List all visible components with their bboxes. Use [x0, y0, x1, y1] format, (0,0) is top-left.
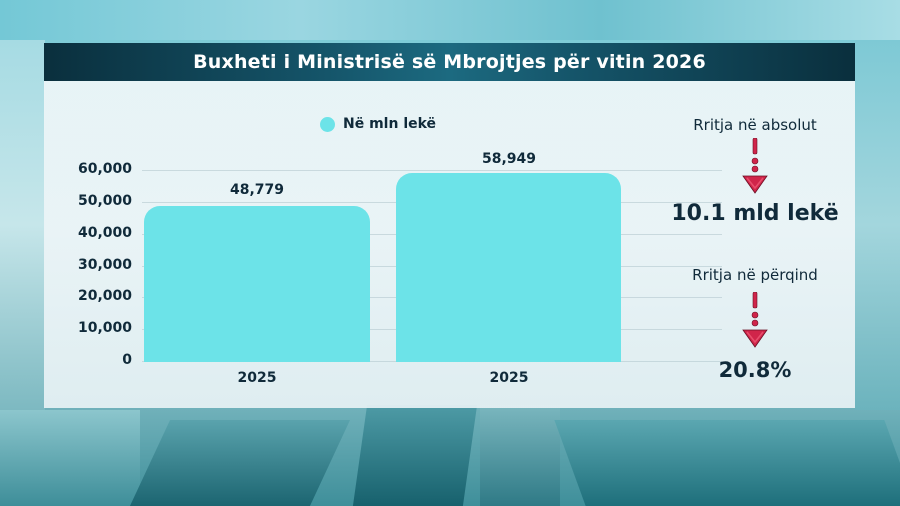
- legend: Në mln lekë: [320, 116, 436, 132]
- y-tick-label: 20,000: [77, 288, 132, 304]
- y-tick-label: 40,000: [77, 225, 132, 241]
- background-block: [129, 420, 351, 506]
- y-tick-label: 0: [122, 352, 132, 368]
- bar-2025-a: [144, 206, 370, 362]
- background-block: [0, 410, 140, 506]
- absolute-growth-label: Rritja në absolut: [693, 116, 817, 134]
- bar-value-label: 58,949: [481, 151, 537, 167]
- x-axis-label: 2025: [237, 370, 277, 386]
- x-axis-label: 2025: [489, 370, 529, 386]
- y-tick-label: 10,000: [77, 320, 132, 336]
- y-tick-label: 60,000: [77, 161, 132, 177]
- background-block: [554, 420, 900, 506]
- down-arrow-icon: [742, 292, 768, 348]
- chart-panel: Në mln lekë 60,000 50,000 40,000 30,000 …: [44, 81, 855, 408]
- legend-label: Në mln lekë: [343, 116, 437, 132]
- down-arrow-icon: [742, 138, 768, 194]
- background-block: [352, 405, 478, 506]
- y-tick-label: 30,000: [77, 257, 132, 273]
- background-panel-left: [0, 40, 45, 410]
- background-panel-right: [855, 40, 900, 410]
- absolute-growth-value: 10.1 mld lekë: [671, 201, 839, 226]
- percent-growth-label: Rritja në përqind: [692, 266, 818, 284]
- background-block: [480, 405, 560, 506]
- y-tick-label: 50,000: [77, 193, 132, 209]
- bar-value-label: 48,779: [229, 182, 285, 198]
- gridline: [142, 170, 722, 171]
- bar-2025-b: [396, 173, 621, 362]
- chart-title: Buxheti i Ministrisë së Mbrojtjes për vi…: [193, 51, 706, 73]
- background-stripe: [0, 0, 900, 40]
- title-bar: Buxheti i Ministrisë së Mbrojtjes për vi…: [44, 43, 855, 81]
- legend-swatch-icon: [320, 116, 335, 132]
- percent-growth-value: 20.8%: [718, 358, 792, 382]
